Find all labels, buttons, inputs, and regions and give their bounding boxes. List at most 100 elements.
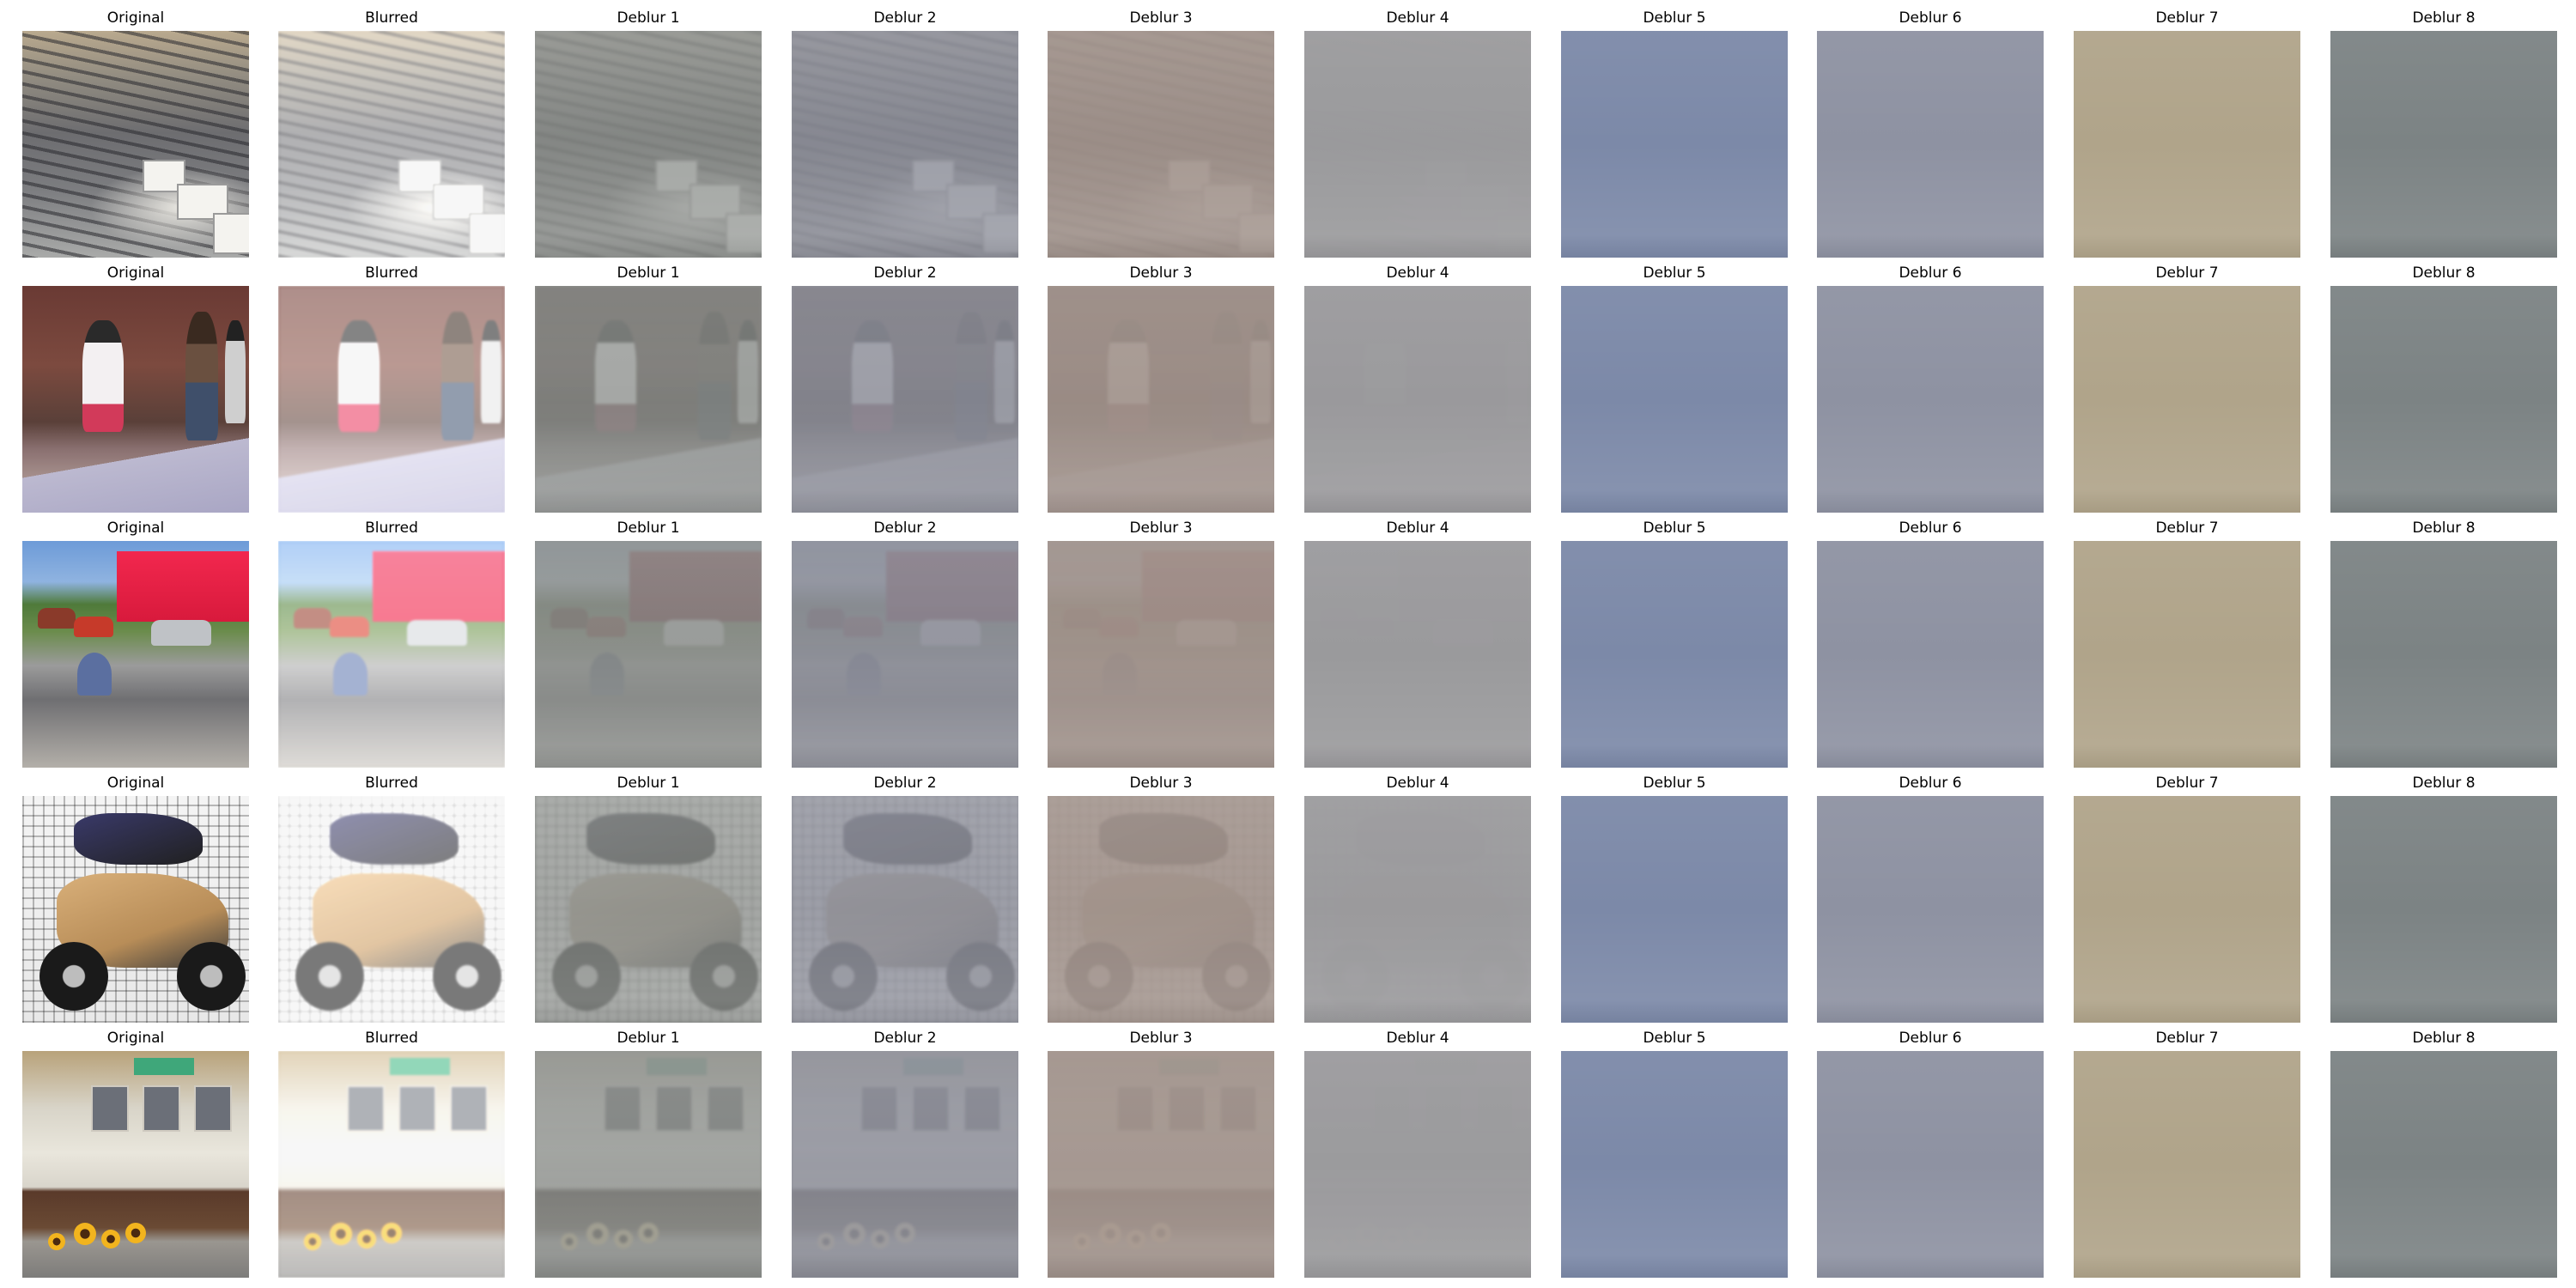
panel-title: Deblur 1 [617,1030,680,1047]
deblurred-image [2330,286,2557,513]
van-shape [177,184,228,220]
panel-title: Deblur 5 [1643,9,1706,27]
image-panel: Deblur 3 [1048,5,1274,258]
original-image [22,796,249,1023]
panel-title: Deblur 2 [873,775,937,792]
car-shape [77,653,112,696]
car-shape [333,653,368,696]
image-panel: Deblur 7 [2074,515,2300,768]
image-panel: Deblur 6 [1817,515,2044,768]
tint-overlay [535,541,762,768]
deblurred-image [1304,1051,1531,1278]
deblurred-image [792,31,1018,258]
deblurred-image [1048,796,1274,1023]
vignette-overlay [1048,796,1274,1023]
deblurred-image [1048,286,1274,513]
vignette-overlay [2074,796,2300,1023]
tint-overlay [1304,541,1531,768]
deblurred-image [1048,1051,1274,1278]
sunflower [101,1230,120,1249]
image-panel: Deblur 4 [1304,515,1531,768]
original-image [22,541,249,768]
vignette-overlay [535,796,762,1023]
image-panel: Deblur 6 [1817,1025,2044,1278]
tint-overlay [792,31,1018,258]
image-panel: Deblur 4 [1304,770,1531,1023]
deblurred-image [535,1051,762,1278]
panel-title: Deblur 8 [2412,519,2476,537]
panel-title: Deblur 4 [1386,264,1449,282]
sunflower [381,1223,402,1243]
image-panel: Original [22,770,249,1023]
shop-sign [390,1058,450,1075]
vignette-overlay [1304,796,1531,1023]
image-panel: Deblur 8 [2330,260,2557,513]
panel-title: Deblur 1 [617,9,680,27]
vignette-overlay [792,541,1018,768]
truck-shape [373,551,505,622]
deblurred-image [1304,796,1531,1023]
deblurred-image [2074,541,2300,768]
deblurred-image [1817,31,2044,258]
scene-children-on-sidewalk-by-tree [278,286,505,513]
deblurred-image [2330,541,2557,768]
sunflower [74,1223,96,1245]
sunflower [304,1233,321,1250]
image-panel: Deblur 8 [2330,515,2557,768]
tint-overlay [1048,541,1274,768]
vignette-overlay [535,31,762,258]
tint-overlay [535,286,762,513]
vignette-overlay [792,286,1018,513]
vignette-overlay [535,541,762,768]
car-shape [294,608,331,629]
deblurred-image [2330,31,2557,258]
vignette-overlay [2074,541,2300,768]
blur-overlay [278,31,505,258]
tint-overlay [535,1051,762,1278]
panel-title: Deblur 1 [617,264,680,282]
panel-title: Deblur 2 [873,519,937,537]
deblurred-image [2074,1051,2300,1278]
blur-overlay [278,541,505,768]
deblurred-image [1561,796,1788,1023]
image-panel: Deblur 4 [1304,5,1531,258]
vignette-overlay [1048,31,1274,258]
panel-title: Deblur 2 [873,9,937,27]
deblurred-image [792,796,1018,1023]
image-panel: Deblur 7 [2074,260,2300,513]
vignette-overlay [1561,31,1788,258]
deblurred-image [535,286,762,513]
deblurred-image [535,796,762,1023]
sunflower [48,1233,65,1250]
panel-title: Deblur 3 [1129,264,1193,282]
panel-title: Deblur 2 [873,264,937,282]
child-figure [481,320,501,423]
deblurred-image [1304,541,1531,768]
deblurred-image [2074,286,2300,513]
panel-title: Blurred [365,519,418,537]
scene-street-intersection-with-scooters-and-vans [278,31,505,258]
truck-shape [117,551,249,622]
vignette-overlay [1048,541,1274,768]
panel-title: Deblur 6 [1899,519,1962,537]
vignette-overlay [1817,1051,2044,1278]
vignette-overlay [1561,541,1788,768]
panel-title: Deblur 6 [1899,775,1962,792]
deblurred-image [1304,31,1531,258]
deblurred-image [1561,31,1788,258]
car-shape [330,617,369,637]
panel-title: Deblur 6 [1899,264,1962,282]
image-panel: Deblur 6 [1817,5,2044,258]
panel-title: Deblur 3 [1129,1030,1193,1047]
sunflower [330,1223,352,1245]
image-panel: Deblur 3 [1048,1025,1274,1278]
image-panel: Original [22,515,249,768]
vignette-overlay [2330,1051,2557,1278]
image-panel: Original [22,5,249,258]
panel-title: Deblur 4 [1386,775,1449,792]
deblurred-image [1048,541,1274,768]
deblurred-image [535,31,762,258]
scene-children-on-sidewalk-by-tree [22,286,249,513]
motorcycle-wheel [39,942,108,1011]
